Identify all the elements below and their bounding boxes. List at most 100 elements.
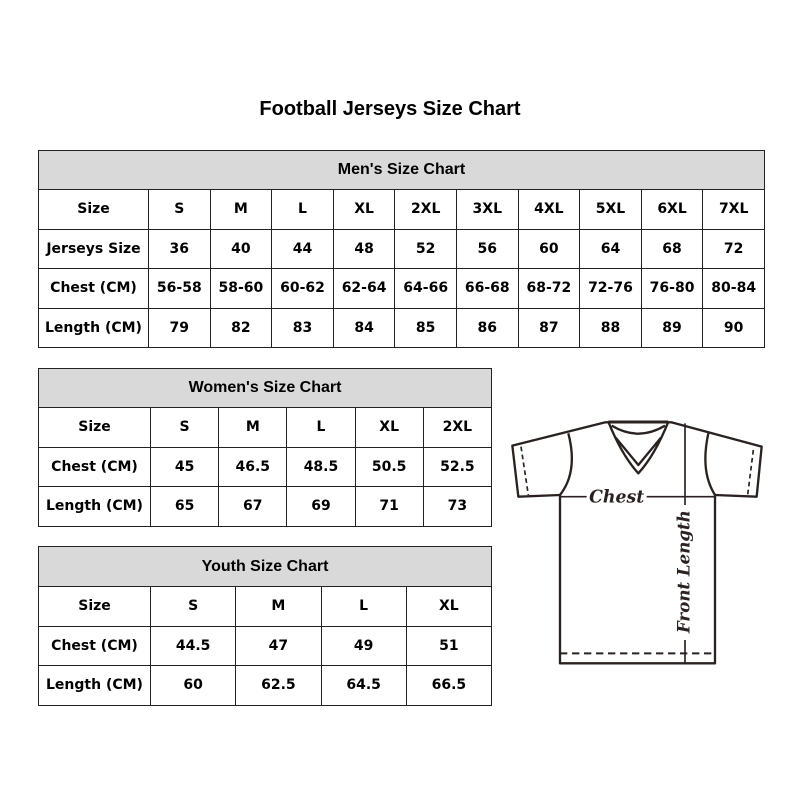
- table-cell: 80-84: [702, 268, 765, 309]
- table-cell: 84: [332, 307, 396, 348]
- table-cell: 86: [455, 307, 519, 348]
- row-label: Size: [38, 586, 151, 627]
- table-cell: 87: [517, 307, 581, 348]
- table-cell: 60: [149, 665, 237, 706]
- table-cell: 5XL: [579, 189, 642, 230]
- youth-size-table: Youth Size Chart Size S M L XL Chest (CM) 44.5…: [38, 546, 493, 706]
- table-row: Size S M L XL 2XL 3XL 4XL 5XL 6XL 7XL: [38, 189, 765, 230]
- table-cell: 45: [149, 446, 220, 487]
- row-label: Size: [38, 189, 149, 230]
- table-cell: 67: [218, 486, 288, 527]
- table-row: Chest (CM) 44.5 47 49 51: [38, 625, 493, 666]
- table-cell: L: [286, 407, 356, 448]
- table-cell: 90: [702, 307, 765, 348]
- table-cell: XL: [405, 586, 493, 627]
- table-row: Size S M L XL 2XL: [38, 407, 493, 448]
- table-cell: L: [320, 586, 407, 627]
- table-cell: 48.5: [286, 446, 356, 487]
- table-cell: 64: [579, 228, 642, 269]
- table-cell: 76-80: [640, 268, 704, 309]
- table-cell: 7XL: [702, 189, 765, 230]
- row-label: Chest (CM): [38, 625, 151, 666]
- table-cell: 89: [640, 307, 704, 348]
- table-cell: M: [218, 407, 288, 448]
- womens-size-table: Women's Size Chart Size S M L XL 2XL Chest (CM…: [38, 368, 493, 527]
- table-cell: XL: [354, 407, 424, 448]
- table-cell: 62.5: [235, 665, 322, 706]
- table-cell: 52: [394, 228, 457, 269]
- row-label: Jerseys Size: [38, 228, 149, 269]
- row-label: Chest (CM): [38, 268, 149, 309]
- table-cell: 88: [579, 307, 642, 348]
- table-cell: 56: [455, 228, 519, 269]
- table-cell: 52.5: [422, 446, 493, 487]
- table-row: Length (CM) 79 82 83 84 85 86 87 88 89 90: [38, 307, 765, 348]
- youth-table-heading: Youth Size Chart: [38, 546, 492, 587]
- table-cell: 3XL: [455, 189, 519, 230]
- mens-table-heading: Men's Size Chart: [38, 150, 765, 190]
- table-cell: 51: [405, 625, 493, 666]
- table-cell: 79: [148, 307, 211, 348]
- page-title: Football Jerseys Size Chart: [259, 98, 521, 120]
- table-row: Size S M L XL: [38, 586, 493, 627]
- table-cell: 69: [286, 486, 356, 527]
- table-cell: M: [235, 586, 322, 627]
- sleeve-stitch: [520, 446, 755, 496]
- row-label: Length (CM): [38, 486, 151, 527]
- table-cell: 47: [235, 625, 322, 666]
- table-row: Chest (CM) 56-58 58-60 60-62 62-64 64-66 66-68…: [38, 268, 765, 309]
- womens-table-heading: Women's Size Chart: [38, 368, 492, 408]
- table-cell: 60-62: [271, 268, 334, 309]
- table-cell: 62-64: [332, 268, 396, 309]
- table-cell: 64-66: [394, 268, 457, 309]
- table-cell: 2XL: [422, 407, 493, 448]
- table-cell: 72-76: [579, 268, 642, 309]
- table-cell: 49: [320, 625, 407, 666]
- row-label: Length (CM): [38, 665, 151, 706]
- table-cell: M: [209, 189, 273, 230]
- table-cell: 83: [271, 307, 334, 348]
- table-cell: 4XL: [517, 189, 581, 230]
- table-cell: 58-60: [209, 268, 273, 309]
- table-cell: 85: [394, 307, 457, 348]
- row-label: Chest (CM): [38, 446, 151, 487]
- table-cell: 71: [354, 486, 424, 527]
- table-cell: 56-58: [148, 268, 211, 309]
- jersey-measurement-diagram: Chest Front Length: [511, 420, 763, 665]
- mens-size-table: Men's Size Chart Size S M L XL 2XL 3XL 4XL 5XL 6X…: [38, 150, 765, 348]
- table-cell: S: [148, 189, 211, 230]
- table-cell: 36: [148, 228, 211, 269]
- armholes: [559, 433, 716, 496]
- table-cell: 44.5: [149, 625, 237, 666]
- table-cell: 44: [271, 228, 334, 269]
- table-cell: 68-72: [517, 268, 581, 309]
- table-cell: 68: [640, 228, 704, 269]
- table-cell: 48: [332, 228, 396, 269]
- chest-label: Chest: [589, 488, 644, 508]
- table-cell: 66.5: [405, 665, 493, 706]
- table-cell: 64.5: [320, 665, 407, 706]
- table-cell: 82: [209, 307, 273, 348]
- table-cell: 72: [702, 228, 765, 269]
- table-cell: 66-68: [455, 268, 519, 309]
- table-cell: XL: [332, 189, 396, 230]
- table-cell: 2XL: [394, 189, 457, 230]
- table-row: Length (CM) 65 67 69 71 73: [38, 486, 493, 527]
- table-cell: L: [271, 189, 334, 230]
- table-cell: 60: [517, 228, 581, 269]
- table-cell: 40: [209, 228, 273, 269]
- row-label: Length (CM): [38, 307, 149, 348]
- front-length-label: Front Length: [673, 510, 693, 634]
- collar: [607, 420, 670, 475]
- table-cell: 50.5: [354, 446, 424, 487]
- jersey-outline: [511, 421, 763, 665]
- table-cell: 6XL: [640, 189, 704, 230]
- table-cell: S: [149, 586, 237, 627]
- row-label: Size: [38, 407, 151, 448]
- table-row: Length (CM) 60 62.5 64.5 66.5: [38, 665, 493, 706]
- table-cell: 73: [422, 486, 493, 527]
- table-cell: S: [149, 407, 220, 448]
- table-row: Jerseys Size 36 40 44 48 52 56 60 64 68 72: [38, 228, 765, 269]
- table-cell: 65: [149, 486, 220, 527]
